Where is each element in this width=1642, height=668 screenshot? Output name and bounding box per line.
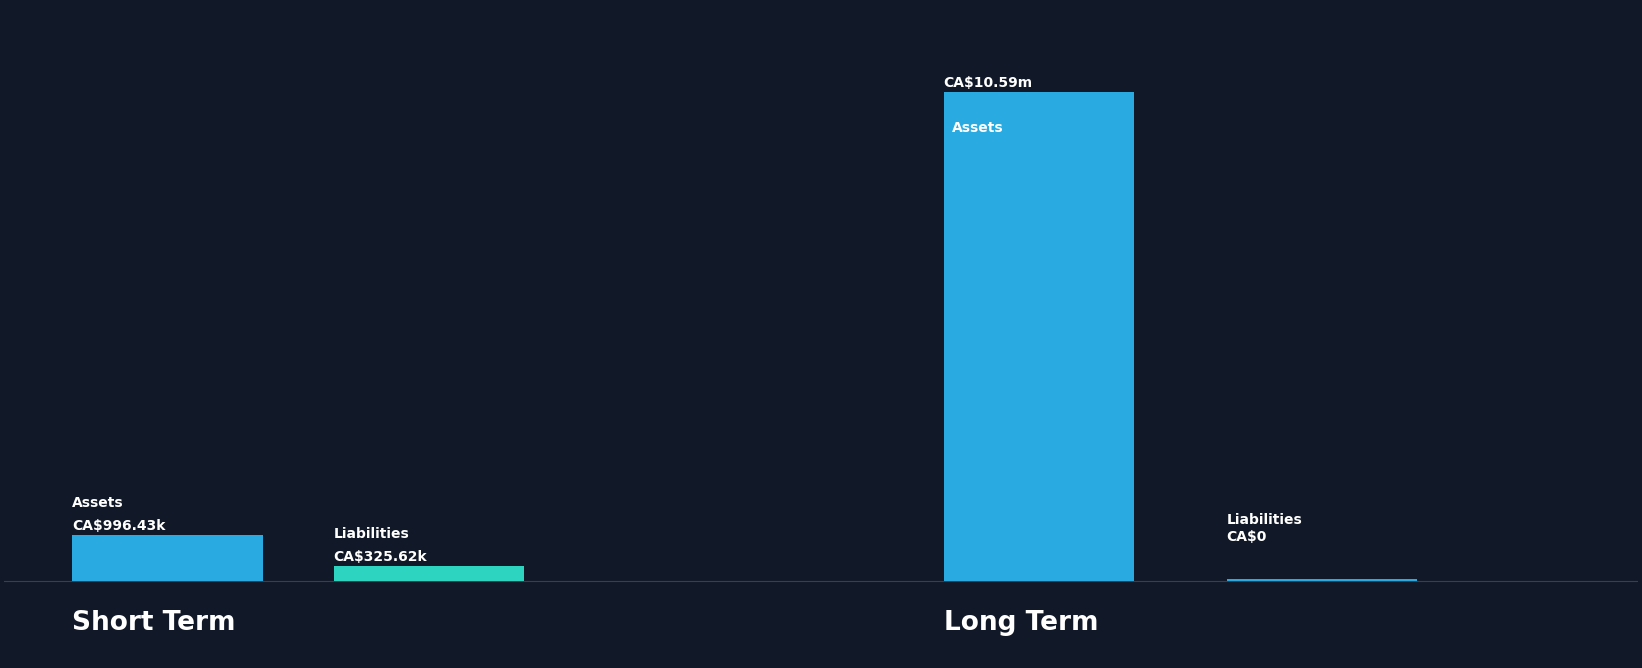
Bar: [1227, 578, 1417, 580]
Bar: [944, 92, 1135, 580]
Text: Assets: Assets: [72, 496, 123, 510]
Bar: [72, 535, 263, 580]
Bar: [333, 566, 524, 580]
Text: Liabilities: Liabilities: [1227, 512, 1302, 526]
Text: Long Term: Long Term: [944, 610, 1098, 636]
Text: CA$325.62k: CA$325.62k: [333, 550, 427, 564]
Text: Short Term: Short Term: [72, 610, 236, 636]
Text: CA$10.59m: CA$10.59m: [944, 76, 1033, 90]
Text: Assets: Assets: [952, 122, 1003, 136]
Text: CA$996.43k: CA$996.43k: [72, 518, 166, 532]
Text: Liabilities: Liabilities: [333, 527, 409, 541]
Text: CA$0: CA$0: [1227, 530, 1268, 544]
